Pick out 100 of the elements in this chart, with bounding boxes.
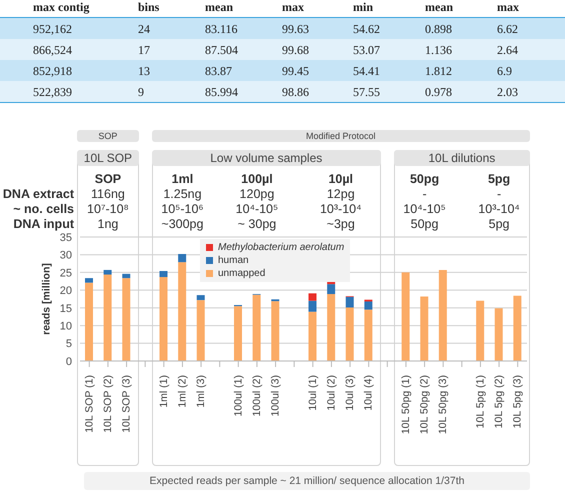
- bar: [196, 295, 205, 300]
- text: 2.03: [497, 85, 518, 100]
- text: 0.898: [425, 22, 452, 37]
- legend-label: Methylobacterium aerolatum: [218, 242, 344, 253]
- x-tick-label: 10L SOP (3): [120, 375, 133, 433]
- bar: [308, 300, 316, 312]
- x-tick-label: 10L SOP (2): [102, 375, 114, 433]
- x-tick-label: 10ul (4): [362, 375, 375, 411]
- y-tick-label: 0: [66, 356, 72, 368]
- bar: [160, 277, 168, 361]
- text: 12pg: [326, 187, 356, 201]
- text: 53.07: [353, 43, 380, 58]
- x-tick-label: 10L 5pg (3): [512, 375, 524, 428]
- text: ~300pg: [160, 217, 204, 231]
- y-tick-label: 5: [66, 338, 72, 350]
- text: 85.994: [205, 85, 238, 100]
- text: 5pg: [486, 172, 512, 186]
- bar: [346, 308, 354, 361]
- text: 99.63: [282, 22, 309, 37]
- text: SOP: [94, 172, 122, 186]
- text: 98.86: [282, 85, 309, 100]
- bar: [122, 274, 130, 278]
- x-tick-label: 1ml (3): [195, 375, 208, 408]
- x-tick-label: 1ml (2): [176, 375, 188, 408]
- bar: [122, 278, 130, 361]
- bar: [346, 296, 354, 308]
- text: 10µl: [327, 172, 354, 186]
- x-tick-label: 10L SOP (1): [83, 375, 96, 433]
- x-tick-label: 10ul (3): [344, 375, 356, 411]
- bar: [178, 254, 186, 262]
- text: ~ 30pg: [236, 217, 278, 231]
- text: Modified Protocol: [152, 130, 530, 142]
- bar: [364, 310, 372, 361]
- text: 50pg: [408, 172, 440, 186]
- x-tick-label: 10L 50pg (3): [437, 375, 450, 434]
- bar: [364, 301, 372, 310]
- text: 1.812: [425, 64, 452, 79]
- text: 120pg: [238, 187, 276, 201]
- text: 952,162: [33, 22, 72, 37]
- text: min: [353, 0, 374, 15]
- text: 1ml: [170, 172, 194, 186]
- bar: [85, 278, 93, 283]
- bar: [104, 270, 112, 275]
- text: ~3pg: [326, 217, 356, 231]
- bar: [271, 301, 280, 361]
- text: Expected reads per sample ~ 21 million/ sequence allocation 1/37th: [84, 472, 530, 490]
- text: 54.62: [353, 22, 380, 37]
- text: mean: [425, 0, 453, 15]
- x-tick-label: 100ul (3): [270, 375, 282, 416]
- bar: [476, 300, 484, 361]
- text: 87.504: [205, 43, 238, 58]
- text: 1.25ng: [162, 187, 203, 201]
- x-tick-label: 1ml (1): [158, 375, 170, 408]
- text: 10L SOP: [77, 150, 139, 166]
- bar: [420, 296, 428, 361]
- bar: [402, 272, 410, 361]
- bar: [327, 294, 336, 361]
- text: 100µl: [240, 172, 274, 186]
- bar: [104, 274, 112, 361]
- y-tick-label: 25: [60, 267, 72, 280]
- text: max contig: [33, 0, 90, 15]
- bar: [513, 296, 522, 361]
- text: SOP: [77, 130, 139, 142]
- x-tick-label: 100ul (1): [232, 375, 244, 416]
- text: 10⁴-10⁵: [402, 202, 447, 216]
- text: max: [497, 0, 519, 15]
- x-tick-label: 10ul (2): [325, 375, 338, 411]
- bar: [308, 312, 316, 361]
- bar: [252, 294, 261, 361]
- text: 2.64: [497, 43, 518, 58]
- text: 10³-10⁴: [318, 202, 362, 216]
- bar: [234, 306, 242, 361]
- text: DNA extract: [2, 187, 74, 201]
- bar: [178, 262, 186, 361]
- text: 83.116: [205, 22, 238, 37]
- text: mean: [205, 0, 233, 15]
- x-tick-label: 10L 50pg (2): [418, 375, 431, 434]
- bar: [85, 282, 93, 361]
- x-tick-label: 10L 50pg (1): [400, 375, 412, 434]
- x-tick-label: 10L 5pg (2): [493, 375, 506, 428]
- text: DNA input: [12, 217, 74, 231]
- y-tick-label: 15: [60, 302, 72, 315]
- text: 0.978: [425, 85, 452, 100]
- text: 5pg: [488, 217, 510, 231]
- text: 10⁵-10⁶: [160, 202, 205, 216]
- x-tick-label: 10ul (1): [306, 375, 319, 411]
- text: 522,839: [33, 85, 72, 100]
- text: 866,524: [33, 43, 72, 58]
- bar: [327, 284, 336, 294]
- text: 83.87: [205, 64, 232, 79]
- text: ~ no. cells: [12, 202, 74, 216]
- text: 99.45: [282, 64, 309, 79]
- text: 1.136: [425, 43, 452, 58]
- text: max: [282, 0, 304, 15]
- x-tick-label: 100ul (2): [250, 375, 263, 416]
- text: 9: [138, 85, 144, 100]
- text: 17: [138, 43, 150, 58]
- text: bins: [138, 0, 160, 15]
- text: 10⁴-10⁵: [234, 202, 280, 216]
- bar: [196, 300, 205, 361]
